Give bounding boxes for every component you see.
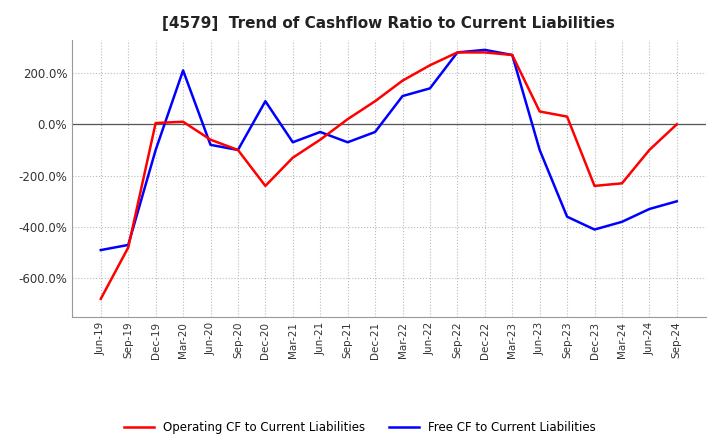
Operating CF to Current Liabilities: [672, 121, 681, 127]
Free CF to Current Liabilities: [426, 86, 434, 91]
Operating CF to Current Liabilities: [124, 245, 132, 250]
Operating CF to Current Liabilities: [371, 99, 379, 104]
Operating CF to Current Liabilities: [398, 78, 407, 83]
Operating CF to Current Liabilities: [343, 117, 352, 122]
Operating CF to Current Liabilities: [563, 114, 572, 119]
Operating CF to Current Liabilities: [453, 50, 462, 55]
Free CF to Current Liabilities: [261, 99, 270, 104]
Free CF to Current Liabilities: [233, 147, 242, 153]
Operating CF to Current Liabilities: [426, 62, 434, 68]
Free CF to Current Liabilities: [672, 198, 681, 204]
Operating CF to Current Liabilities: [151, 121, 160, 126]
Operating CF to Current Liabilities: [233, 147, 242, 153]
Title: [4579]  Trend of Cashflow Ratio to Current Liabilities: [4579] Trend of Cashflow Ratio to Curren…: [163, 16, 615, 32]
Operating CF to Current Liabilities: [536, 109, 544, 114]
Free CF to Current Liabilities: [371, 129, 379, 135]
Operating CF to Current Liabilities: [645, 147, 654, 153]
Free CF to Current Liabilities: [618, 219, 626, 224]
Free CF to Current Liabilities: [398, 93, 407, 99]
Free CF to Current Liabilities: [206, 142, 215, 147]
Line: Operating CF to Current Liabilities: Operating CF to Current Liabilities: [101, 52, 677, 299]
Free CF to Current Liabilities: [645, 206, 654, 212]
Operating CF to Current Liabilities: [206, 137, 215, 142]
Operating CF to Current Liabilities: [316, 137, 325, 142]
Free CF to Current Liabilities: [536, 147, 544, 153]
Free CF to Current Liabilities: [590, 227, 599, 232]
Free CF to Current Liabilities: [480, 47, 489, 52]
Free CF to Current Liabilities: [151, 147, 160, 153]
Free CF to Current Liabilities: [124, 242, 132, 248]
Line: Free CF to Current Liabilities: Free CF to Current Liabilities: [101, 50, 677, 250]
Free CF to Current Liabilities: [508, 52, 516, 58]
Free CF to Current Liabilities: [453, 50, 462, 55]
Legend: Operating CF to Current Liabilities, Free CF to Current Liabilities: Operating CF to Current Liabilities, Fre…: [120, 416, 600, 439]
Operating CF to Current Liabilities: [480, 50, 489, 55]
Free CF to Current Liabilities: [563, 214, 572, 220]
Free CF to Current Liabilities: [179, 68, 187, 73]
Operating CF to Current Liabilities: [590, 183, 599, 188]
Free CF to Current Liabilities: [289, 139, 297, 145]
Operating CF to Current Liabilities: [508, 52, 516, 58]
Free CF to Current Liabilities: [343, 139, 352, 145]
Operating CF to Current Liabilities: [96, 296, 105, 301]
Operating CF to Current Liabilities: [179, 119, 187, 125]
Operating CF to Current Liabilities: [618, 181, 626, 186]
Operating CF to Current Liabilities: [289, 155, 297, 160]
Operating CF to Current Liabilities: [261, 183, 270, 188]
Free CF to Current Liabilities: [316, 129, 325, 135]
Free CF to Current Liabilities: [96, 247, 105, 253]
